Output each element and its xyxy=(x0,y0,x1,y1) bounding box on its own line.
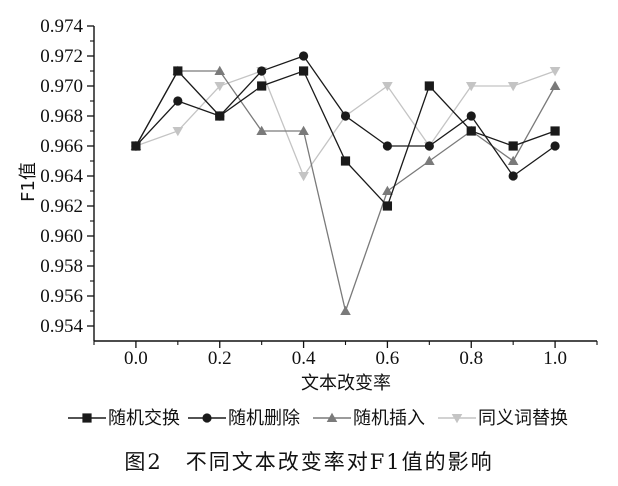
y-axis-title: F1值 xyxy=(18,162,39,202)
y-tick-label: 0.972 xyxy=(40,46,83,67)
data-point xyxy=(214,65,226,75)
data-point xyxy=(173,96,183,106)
data-point xyxy=(340,305,351,315)
data-point xyxy=(257,81,267,91)
data-point xyxy=(424,141,434,151)
data-point xyxy=(382,201,393,211)
data-point xyxy=(549,67,561,77)
data-point xyxy=(549,80,561,90)
y-tick-label: 0.954 xyxy=(40,316,83,337)
data-point xyxy=(508,171,518,181)
series-3 xyxy=(130,65,561,315)
legend-label: 同义词替换 xyxy=(478,408,568,429)
legend-item: 同义词替换 xyxy=(438,408,568,429)
data-point xyxy=(256,125,267,135)
series-line xyxy=(135,70,556,314)
data-point xyxy=(131,141,141,151)
legend-item: 随机删除 xyxy=(188,408,300,429)
data-point xyxy=(340,111,351,121)
y-tick-label: 0.974 xyxy=(40,16,83,37)
data-point xyxy=(507,82,519,92)
data-point xyxy=(298,51,309,61)
x-tick-label: 1.0 xyxy=(543,348,567,369)
data-point xyxy=(382,82,393,92)
series-layer xyxy=(130,51,561,315)
data-point xyxy=(173,66,183,76)
legend-swatch-marker xyxy=(451,414,463,424)
x-tick-label: 0.8 xyxy=(459,348,483,369)
data-point xyxy=(465,82,477,92)
data-point xyxy=(215,111,225,121)
data-point xyxy=(508,141,518,151)
data-point xyxy=(382,141,393,151)
legend-swatch-marker xyxy=(82,413,92,423)
data-point xyxy=(550,141,560,151)
x-tick-label: 0.4 xyxy=(292,348,316,369)
y-tick-label: 0.968 xyxy=(40,106,83,127)
data-point xyxy=(507,155,519,165)
legend-label: 随机交换 xyxy=(108,408,180,429)
legend: 随机交换 随机删除 随机插入 同义词替换 xyxy=(68,408,568,429)
y-tick-label: 0.966 xyxy=(40,136,83,157)
y-tick-label: 0.956 xyxy=(40,286,83,307)
data-point xyxy=(298,125,309,135)
data-point xyxy=(298,66,309,76)
legend-swatch-marker xyxy=(326,412,338,422)
data-point xyxy=(424,81,434,91)
series-1 xyxy=(131,66,560,211)
legend-label: 随机删除 xyxy=(228,408,300,429)
data-point xyxy=(340,156,351,166)
data-point xyxy=(298,172,309,182)
data-point xyxy=(257,66,267,76)
y-tick-label: 0.962 xyxy=(40,196,83,217)
x-axis-title: 文本改变率 xyxy=(301,373,391,394)
legend-label: 随机插入 xyxy=(353,408,425,429)
data-point xyxy=(382,185,393,195)
data-point xyxy=(466,111,476,121)
legend-swatch-marker xyxy=(202,413,212,423)
y-tick-label: 0.964 xyxy=(40,166,83,187)
x-tick-label: 0.0 xyxy=(124,348,148,369)
series-line xyxy=(135,69,556,208)
y-tick-label: 0.960 xyxy=(40,226,83,247)
x-tick-label: 0.2 xyxy=(208,348,232,369)
figure-caption: 图2 不同文本改变率对F1值的影响 xyxy=(124,450,493,474)
y-tick-label: 0.970 xyxy=(40,76,83,97)
data-point xyxy=(550,126,560,136)
data-point xyxy=(424,155,435,165)
data-point xyxy=(466,126,476,136)
data-point xyxy=(214,82,226,92)
x-axis-ticks: 0.0 0.2 0.4 0.6 0.8 1.0 xyxy=(93,341,598,369)
x-tick-label: 0.6 xyxy=(376,348,400,369)
data-point xyxy=(172,127,184,137)
legend-item: 随机交换 xyxy=(68,408,180,429)
axes xyxy=(93,26,597,342)
legend-item: 随机插入 xyxy=(313,408,425,429)
y-tick-label: 0.958 xyxy=(40,256,83,277)
y-axis-ticks: 0.954 0.956 0.958 0.960 0.962 0.964 0.966 0.968… xyxy=(40,16,94,337)
